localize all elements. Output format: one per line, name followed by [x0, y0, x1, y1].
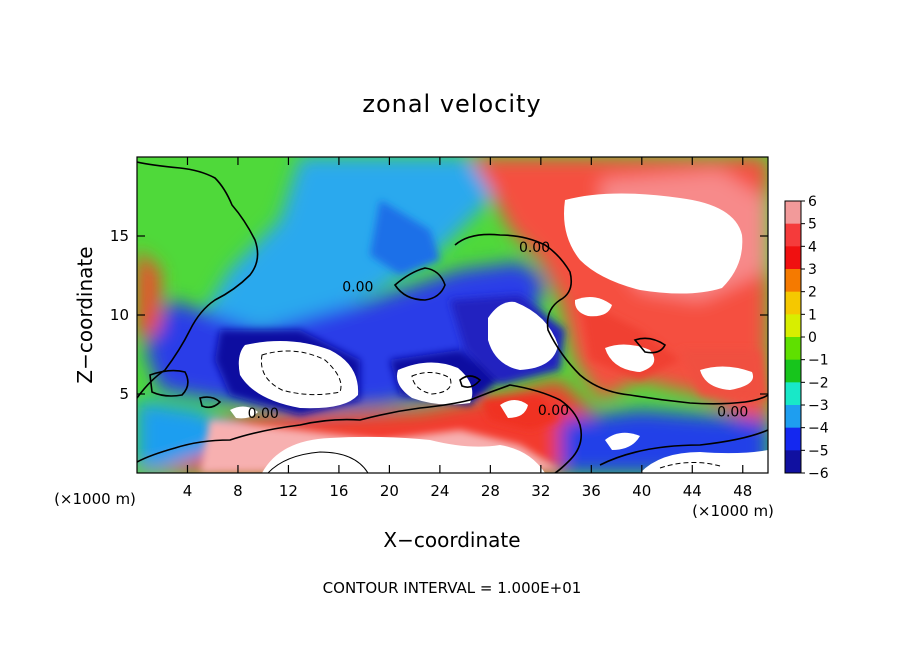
x-tick-label: 24: [430, 482, 449, 500]
contour-label: 0.00: [248, 406, 279, 422]
x-tick-label: 20: [380, 482, 399, 500]
colorbar-swatch: [785, 359, 801, 383]
x-tick-label: 48: [733, 482, 752, 500]
chart-title: zonal velocity: [362, 90, 541, 118]
contour-labels: 0.00 0.00 0.00 0.00 0.00: [248, 240, 749, 422]
colorbar-swatch: [785, 291, 801, 315]
x-unit-right: (×1000 m): [692, 502, 774, 520]
y-axis-ticks: 5 10 15: [110, 227, 768, 403]
colorbar-label: −2: [808, 375, 829, 391]
colorbar-swatch: [785, 382, 801, 406]
colorbar-swatch: [785, 337, 801, 361]
colorbar-label: 4: [808, 239, 817, 255]
y-tick-label: 5: [119, 385, 129, 403]
colorbar-swatch: [785, 405, 801, 429]
x-tick-label: 28: [481, 482, 500, 500]
y-axis-label: Z−coordinate: [73, 246, 97, 383]
colorbar-swatch: [785, 450, 801, 474]
contour-label: 0.00: [342, 280, 373, 296]
x-tick-label: 40: [632, 482, 651, 500]
x-tick-label: 44: [683, 482, 702, 500]
x-tick-label: 36: [582, 482, 601, 500]
y-tick-label: 15: [110, 227, 129, 245]
x-tick-label: 4: [183, 482, 193, 500]
colorbar-label: −5: [808, 443, 829, 459]
colorbar-label: 3: [808, 262, 817, 278]
colorbar-label: 1: [808, 307, 817, 323]
contour-label: 0.00: [519, 240, 550, 256]
colorbar-swatch: [785, 269, 801, 293]
colorbar: 6 5 4 3 2 1 0 −1 −2 −3 −4 −5 −6: [784, 194, 829, 482]
colorbar-swatch: [785, 201, 801, 225]
contour-label: 0.00: [717, 404, 748, 420]
colorbar-swatch: [785, 246, 801, 270]
colorbar-swatch: [785, 314, 801, 338]
colorbar-swatch: [785, 223, 801, 247]
velocity-field: [137, 157, 768, 473]
x-tick-label: 32: [531, 482, 550, 500]
x-axis-ticks: 4 8 12 16 20 24 28 32 36 40 44 48: [183, 157, 752, 500]
colorbar-swatch: [785, 427, 801, 451]
colorbar-label: −6: [808, 466, 829, 482]
colorbar-label: 2: [808, 285, 817, 301]
x-tick-label: 12: [279, 482, 298, 500]
colorbar-label: −1: [808, 353, 829, 369]
x-tick-label: 16: [329, 482, 348, 500]
contour-interval-footer: CONTOUR INTERVAL = 1.000E+01: [323, 579, 582, 597]
x-tick-label: 8: [233, 482, 243, 500]
colorbar-label: 0: [808, 330, 817, 346]
y-tick-label: 10: [110, 306, 129, 324]
colorbar-label: 6: [808, 194, 817, 210]
x-axis-label: X−coordinate: [383, 528, 520, 552]
colorbar-label: 5: [808, 217, 817, 233]
colorbar-label: −3: [808, 398, 829, 414]
colorbar-label: −4: [808, 421, 829, 437]
x-unit-left: (×1000 m): [54, 490, 136, 508]
contour-label: 0.00: [538, 403, 569, 419]
